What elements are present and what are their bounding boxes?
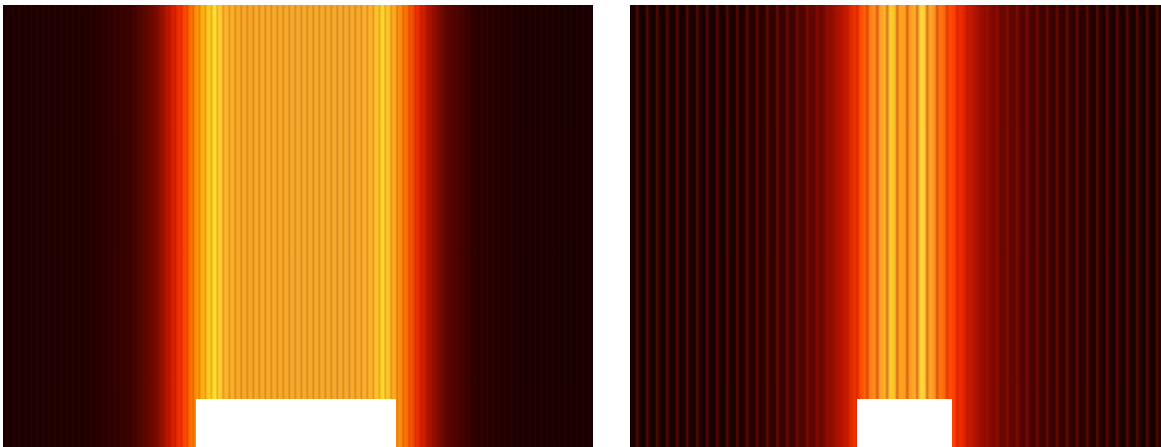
white-mask-right bbox=[857, 399, 952, 447]
fringe-image-left bbox=[3, 5, 593, 447]
interference-pattern-left bbox=[3, 5, 593, 447]
interference-pattern-right bbox=[630, 5, 1161, 447]
white-mask-left bbox=[196, 399, 396, 447]
fringe-image-right bbox=[630, 5, 1161, 447]
